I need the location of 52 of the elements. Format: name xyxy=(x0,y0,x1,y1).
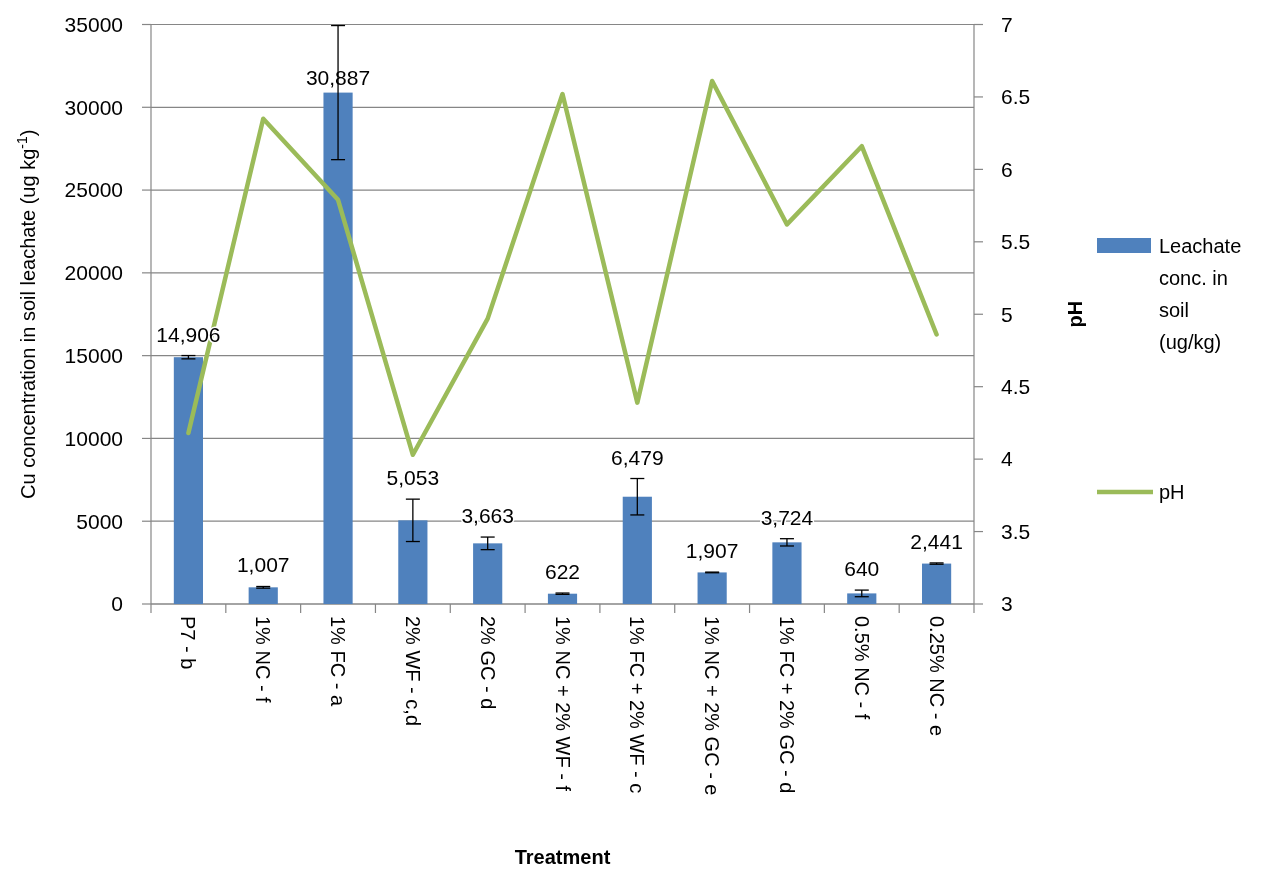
legend-label: Leachate conc. in soil (ug/kg) xyxy=(1159,235,1242,353)
y2-tick-label: 4 xyxy=(1001,447,1013,471)
y-tick-label: 35000 xyxy=(64,12,123,36)
data-label: 5,053 xyxy=(386,466,440,490)
y-tick-label: 10000 xyxy=(64,426,123,450)
bar xyxy=(173,357,203,604)
data-label: 622 xyxy=(544,560,581,584)
x-tick-label: 1% FC + 2% GC - d xyxy=(775,616,798,794)
y2-tick-label: 4.5 xyxy=(1001,375,1031,399)
x-tick-label: 0.25% NC - e xyxy=(925,616,948,737)
y-tick-label: 25000 xyxy=(64,178,123,202)
bar xyxy=(772,542,802,604)
y-tick-label: 20000 xyxy=(64,261,123,285)
data-label: 3,663 xyxy=(461,504,514,528)
x-tick-label: 1% NC + 2% WF - f xyxy=(551,616,574,792)
data-label: 640 xyxy=(844,557,880,581)
x-tick-label: 1% FC - a xyxy=(327,616,350,707)
bar xyxy=(323,92,353,604)
bar xyxy=(398,520,428,604)
y2-tick-label: 6 xyxy=(1001,157,1013,181)
bar xyxy=(473,543,503,604)
x-tick-label: 1% NC + 2% GC - e xyxy=(701,616,724,796)
data-label: 3,724 xyxy=(760,505,814,529)
y-tick-label: 15000 xyxy=(64,343,123,367)
y2-axis-title: pH xyxy=(1064,300,1086,328)
legend-label: pH xyxy=(1159,481,1185,503)
x-tick-label: 0.5% NC - f xyxy=(850,616,873,720)
y2-tick-label: 3.5 xyxy=(1001,519,1031,543)
data-label: 6,479 xyxy=(611,445,664,469)
x-axis-title: Treatment xyxy=(514,846,611,868)
x-tick-label: P7 - b xyxy=(177,616,200,670)
bar xyxy=(622,496,652,604)
y2-tick-label: 3 xyxy=(1001,592,1013,616)
bar xyxy=(248,587,278,604)
y2-tick-label: 7 xyxy=(1001,12,1013,36)
x-tick-label: 1% NC - f xyxy=(252,616,275,704)
y-tick-label: 5000 xyxy=(76,509,123,533)
y-tick-label: 0 xyxy=(111,592,123,616)
bar xyxy=(697,572,727,604)
bar xyxy=(847,593,877,604)
x-tick-label: 2% GC - d xyxy=(476,616,499,710)
x-tick-label: 2% WF - c,d xyxy=(401,616,424,727)
y2-tick-label: 6.5 xyxy=(1001,85,1031,109)
y-tick-label: 30000 xyxy=(64,95,123,119)
data-label: 1,907 xyxy=(685,539,739,563)
bar xyxy=(547,593,578,604)
y2-tick-label: 5.5 xyxy=(1001,230,1031,254)
bar xyxy=(922,563,952,604)
x-tick-label: 1% FC + 2% WF - c xyxy=(626,616,649,794)
data-label: 2,441 xyxy=(910,529,963,553)
data-label: 1,007 xyxy=(236,553,290,577)
y2-tick-label: 5 xyxy=(1001,302,1013,326)
